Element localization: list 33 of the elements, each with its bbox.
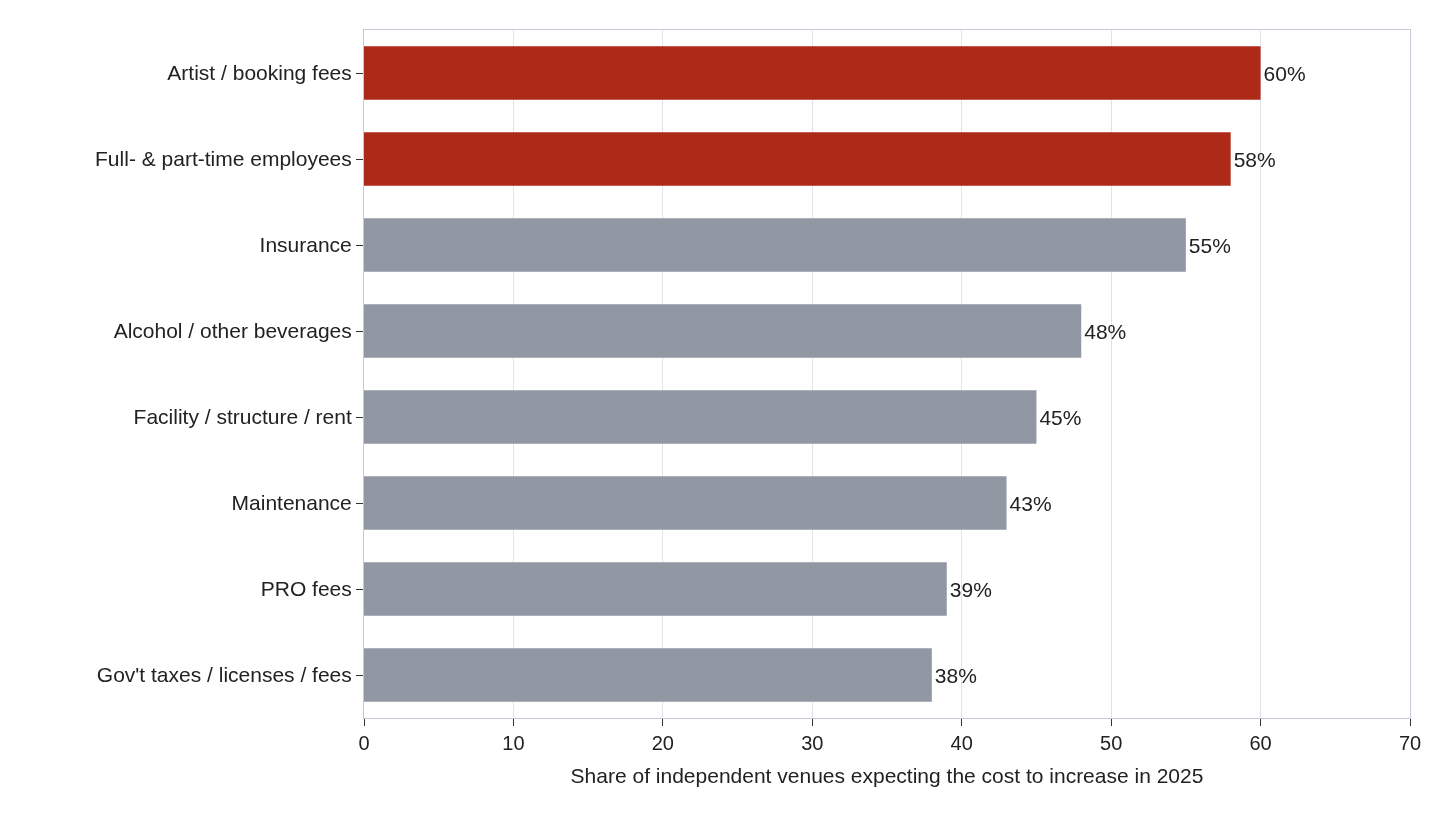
data-label: 58% bbox=[1233, 147, 1276, 171]
data-label: 38% bbox=[934, 663, 977, 687]
bar bbox=[364, 132, 1231, 186]
bar bbox=[364, 390, 1037, 444]
x-tick-label: 60 bbox=[1249, 732, 1272, 754]
data-label: 39% bbox=[949, 577, 992, 601]
y-tick-label: Maintenance bbox=[231, 491, 352, 515]
bar bbox=[364, 46, 1261, 100]
y-tick-label: PRO fees bbox=[260, 577, 352, 601]
bar bbox=[364, 218, 1186, 272]
bar bbox=[364, 476, 1007, 530]
data-label: 43% bbox=[1009, 491, 1052, 515]
x-tick-label: 30 bbox=[801, 732, 824, 754]
y-tick-label: Facility / structure / rent bbox=[133, 405, 352, 429]
x-tick-label: 70 bbox=[1398, 732, 1422, 754]
y-tick-label: Insurance bbox=[259, 233, 352, 257]
data-label: 55% bbox=[1188, 233, 1231, 257]
x-tick-label: 50 bbox=[1100, 732, 1123, 754]
bar bbox=[364, 304, 1082, 358]
x-axis-title: Share of independent venues expecting the cost to increase in 2025 bbox=[570, 764, 1204, 788]
x-tick-label: 20 bbox=[651, 732, 674, 754]
data-label: 45% bbox=[1039, 405, 1082, 429]
x-tick-label: 10 bbox=[502, 732, 525, 754]
y-tick-label: Artist / booking fees bbox=[167, 61, 352, 85]
data-label: 60% bbox=[1263, 61, 1306, 85]
y-tick-label: Alcohol / other beverages bbox=[113, 319, 352, 343]
x-tick-label: 40 bbox=[950, 732, 973, 754]
bar bbox=[364, 562, 947, 616]
bar bbox=[364, 648, 932, 702]
data-label: 48% bbox=[1084, 319, 1127, 343]
y-tick-label: Full- & part-time employees bbox=[95, 147, 352, 171]
x-tick-label: 0 bbox=[358, 732, 370, 754]
y-tick-label: Gov't taxes / licenses / fees bbox=[96, 663, 352, 687]
